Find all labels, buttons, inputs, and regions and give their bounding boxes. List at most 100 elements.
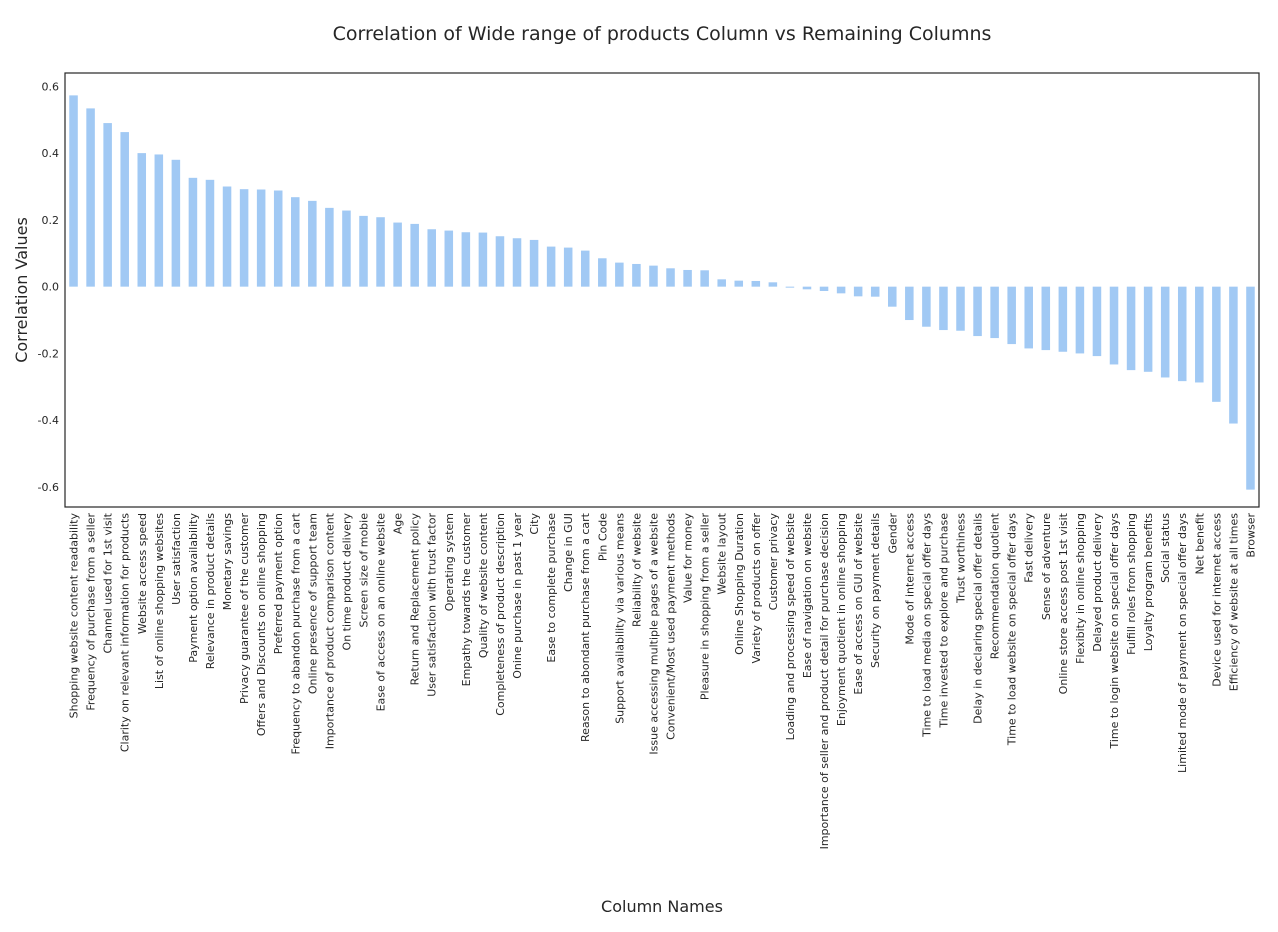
bar	[495, 236, 505, 287]
x-tick-label: On time product delivery	[340, 513, 353, 651]
y-tick-label: -0.4	[38, 414, 59, 427]
x-tick-label: Return and Replacement policy	[409, 513, 422, 686]
bar	[785, 286, 795, 288]
bar	[1126, 286, 1136, 371]
x-tick-label: Limited mode of payment on special offer…	[1176, 513, 1189, 773]
bar	[922, 286, 931, 327]
bars-group	[69, 95, 1255, 490]
bar	[529, 239, 539, 287]
x-tick-label: User satisfaction	[170, 513, 183, 605]
bar	[990, 286, 999, 339]
x-tick-label: Net benefit	[1193, 512, 1206, 574]
y-axis-label: Correlation Values	[12, 217, 31, 363]
y-tick-label: 0.6	[42, 80, 60, 93]
x-tick-label: Efficiency of website at all times	[1227, 513, 1240, 691]
x-tick-label: Delayed product delivery	[1091, 513, 1104, 652]
x-tick-label: Screen size of mobie	[358, 513, 371, 628]
bar	[1229, 286, 1238, 424]
y-tick-label: 0.4	[42, 147, 60, 160]
bar	[563, 247, 573, 287]
bar	[632, 263, 641, 287]
bar	[580, 250, 590, 287]
x-tick-label: Payment option availability	[187, 513, 200, 663]
x-tick-label: Device used for internet access	[1210, 513, 1223, 687]
x-tick-label: Variety of products on offer	[750, 513, 763, 664]
bar	[870, 286, 880, 297]
plot-frame	[64, 72, 1260, 508]
bar	[905, 286, 914, 321]
x-tick-label: Frequency of purchase from a seller	[85, 513, 98, 711]
bar	[461, 232, 471, 287]
bar	[444, 230, 454, 287]
x-tick-label: Monetary savings	[221, 513, 234, 611]
y-ticks-group: -0.6 -0.4 -0.2 0.0 0.2 0.4 0.6	[38, 80, 59, 494]
bar	[956, 286, 965, 331]
x-tick-label: Loyalty program benefits	[1142, 513, 1155, 651]
x-tick-label: Pleasure in shopping from a seller	[699, 513, 712, 701]
y-tick-label: 0.0	[42, 281, 60, 294]
x-tick-label: Online store access post 1st visit	[1057, 512, 1070, 694]
x-tick-label: Time invested to explore and purchase	[937, 513, 950, 729]
x-tick-label: Ease of navigation on website	[801, 513, 814, 678]
x-tick-label: Time to login website on special offer d…	[1108, 513, 1121, 750]
bar	[939, 286, 948, 331]
bar	[973, 286, 982, 337]
y-tick-label: 0.2	[42, 214, 60, 227]
bar	[1177, 286, 1187, 382]
x-tick-label: Reason to abondant purchase from a cart	[579, 512, 592, 742]
x-tick-labels-group: Shopping website content readability Freq…	[68, 512, 1258, 849]
x-tick-label: Flexibity in online shopping	[1074, 513, 1087, 664]
bar	[615, 262, 624, 287]
bar	[239, 189, 249, 287]
bar	[666, 268, 675, 287]
bar	[1109, 286, 1119, 365]
x-tick-label: Mode of internet access	[903, 513, 916, 645]
bar	[802, 286, 812, 290]
x-tick-label: City	[528, 513, 541, 535]
x-tick-label: Value for money	[682, 513, 695, 604]
bar	[700, 270, 709, 287]
x-tick-label: Recommendation quotient	[989, 512, 1002, 659]
x-tick-label: Enjoyment quotient in online shopping	[835, 513, 848, 726]
chart-title: Correlation of Wide range of products Co…	[333, 23, 992, 45]
bar	[256, 189, 266, 287]
bar	[325, 207, 334, 287]
x-tick-label: Ease to complete purchase	[545, 513, 558, 663]
bar	[1195, 286, 1204, 383]
x-tick-label: Privacy guarantee of the customer	[238, 513, 251, 705]
bar	[393, 222, 402, 287]
x-tick-label: Support availability via various means	[613, 513, 626, 724]
x-tick-label: Customer privacy	[767, 513, 780, 611]
x-tick-label: Offers and Discounts on online shopping	[255, 513, 268, 736]
x-tick-label: Age	[392, 513, 405, 535]
bar	[819, 286, 829, 291]
bar	[1041, 286, 1051, 351]
bar	[273, 190, 283, 287]
bar	[478, 232, 488, 287]
bar	[683, 269, 692, 287]
y-tick-label: -0.6	[38, 481, 59, 494]
x-tick-label: Website layout	[716, 512, 729, 594]
bar	[598, 258, 607, 287]
x-tick-label: Sense of adventure	[1040, 513, 1053, 620]
x-tick-label: Security on payment details	[869, 513, 882, 668]
bar	[649, 265, 658, 287]
bar	[1246, 286, 1255, 490]
bar	[188, 177, 198, 287]
x-tick-label: Importance of product comparison content	[323, 512, 336, 749]
bar	[512, 238, 522, 287]
bar	[154, 154, 164, 287]
x-tick-label: Change in GUI	[562, 513, 575, 592]
bar	[1212, 286, 1221, 402]
bar	[1007, 286, 1016, 345]
x-tick-label: Preferred payment option	[272, 513, 285, 654]
x-tick-label: Shopping website content readability	[68, 513, 81, 719]
x-tick-label: Operating system	[443, 513, 456, 611]
x-tick-label: Ease of access on GUI of website	[852, 513, 865, 695]
bar	[222, 186, 232, 287]
bar	[376, 217, 385, 287]
bar	[103, 123, 112, 287]
bar	[546, 246, 556, 287]
bar	[205, 179, 215, 287]
